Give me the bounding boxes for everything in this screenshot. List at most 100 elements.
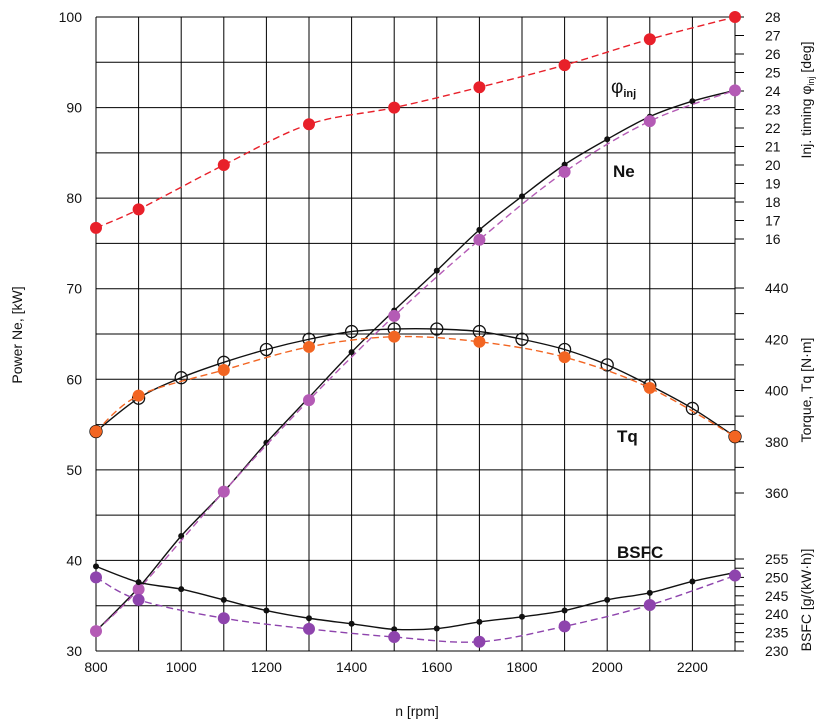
data-point <box>217 612 230 625</box>
data-point-small <box>561 607 568 614</box>
data-point <box>729 569 741 582</box>
injection-tick-label: 26 <box>765 46 781 62</box>
data-point <box>303 394 315 407</box>
data-point <box>643 599 656 611</box>
tick-labels: 800 1000 1200 1400 1600 1800 2000 2200 30 40 50 60 7… <box>59 9 789 675</box>
x-tick-label: 2200 <box>677 659 708 675</box>
injection-tick-label: 21 <box>765 139 781 155</box>
left-tick-label: 60 <box>66 371 82 387</box>
data-point-open <box>174 371 188 385</box>
left-tick-label: 40 <box>66 552 82 568</box>
data-point-open <box>515 332 529 346</box>
data-point <box>643 115 656 128</box>
data-point <box>303 118 315 131</box>
data-point <box>303 340 315 353</box>
series-line <box>95 565 736 631</box>
data-point <box>217 364 230 376</box>
torque-tick-label: 360 <box>765 485 789 501</box>
data-point <box>473 81 486 94</box>
torque-tick-label: 440 <box>765 280 789 296</box>
torque-tick-label: 380 <box>765 434 789 450</box>
injection-tick-label: 20 <box>765 157 781 173</box>
data-series <box>89 11 742 648</box>
injection-tick-label: 27 <box>765 28 781 44</box>
data-point <box>558 59 571 72</box>
data-point <box>473 335 486 348</box>
series-line <box>95 335 736 438</box>
bsfc-tick-label: 255 <box>765 551 789 567</box>
data-point-small <box>476 618 483 625</box>
injection-tick-label: 19 <box>765 176 781 192</box>
injection-tick-label: 17 <box>765 213 781 229</box>
data-point <box>388 631 401 644</box>
data-point <box>388 330 401 343</box>
data-point-small <box>348 349 355 356</box>
annotation-ne: Ne <box>613 162 635 181</box>
data-point <box>217 485 230 498</box>
left-tick-label: 100 <box>59 9 83 25</box>
series-0-injection <box>90 11 741 234</box>
data-point <box>643 33 656 46</box>
torque-tick-label: 420 <box>765 331 789 347</box>
data-point-small <box>391 626 398 633</box>
x-axis-label: n [rpm] <box>395 703 439 719</box>
injection-tick-label: 28 <box>765 9 781 25</box>
series-line <box>95 327 736 438</box>
data-point-small <box>646 589 653 596</box>
x-tick-label: 1200 <box>251 659 282 675</box>
data-point-open <box>344 324 359 339</box>
data-point-small <box>604 596 611 603</box>
data-point <box>643 381 656 394</box>
injection-tick-label: 25 <box>765 65 781 81</box>
injection-tick-label: 24 <box>765 83 781 99</box>
left-tick-label: 30 <box>66 643 82 659</box>
left-tick-label: 80 <box>66 190 82 206</box>
annotation-phi-inj: φinj <box>611 77 636 100</box>
data-point <box>729 430 741 443</box>
series-line <box>95 89 736 632</box>
data-point <box>558 351 571 364</box>
data-point-open <box>685 401 700 416</box>
data-point <box>473 635 486 648</box>
data-point <box>388 309 401 322</box>
data-point <box>558 165 571 178</box>
data-point <box>558 620 571 633</box>
data-point <box>90 625 102 638</box>
left-axis-label: Power Ne, [kW] <box>9 286 25 383</box>
injection-axis-label: Inj. timing φinj [deg] <box>798 42 816 159</box>
data-point-small <box>689 578 696 585</box>
x-tick-label: 1400 <box>336 659 367 675</box>
data-point-small <box>263 607 270 614</box>
data-point-small <box>135 579 142 586</box>
data-point-open <box>600 358 614 372</box>
data-point-small <box>178 532 185 539</box>
data-point <box>303 622 315 635</box>
data-point <box>473 233 486 246</box>
data-point-small <box>220 596 227 603</box>
series-2-left <box>90 84 741 638</box>
left-tick-label: 90 <box>66 100 82 116</box>
data-point <box>388 101 401 114</box>
data-point <box>90 425 102 438</box>
series-6-bsfc <box>90 569 741 648</box>
annotation-bsfc: BSFC <box>617 543 663 562</box>
data-point <box>132 389 145 402</box>
bsfc-tick-label: 245 <box>765 588 789 604</box>
x-tick-label: 800 <box>84 659 108 675</box>
data-point <box>217 159 230 171</box>
left-tick-label: 70 <box>66 281 82 297</box>
data-point-small <box>433 267 440 274</box>
data-point <box>90 221 102 234</box>
x-tick-label: 1800 <box>506 659 537 675</box>
injection-tick-label: 23 <box>765 102 781 118</box>
data-point-open <box>430 322 444 336</box>
x-tick-label: 2000 <box>592 659 623 675</box>
series-5-bsfc <box>93 563 738 633</box>
data-point <box>729 11 741 23</box>
bsfc-tick-label: 235 <box>765 625 789 641</box>
bsfc-axis-label: BSFC [g/(kW·h)] <box>798 549 814 652</box>
data-point <box>132 583 145 596</box>
data-point-small <box>604 136 611 143</box>
annotation-tq: Tq <box>617 427 638 446</box>
